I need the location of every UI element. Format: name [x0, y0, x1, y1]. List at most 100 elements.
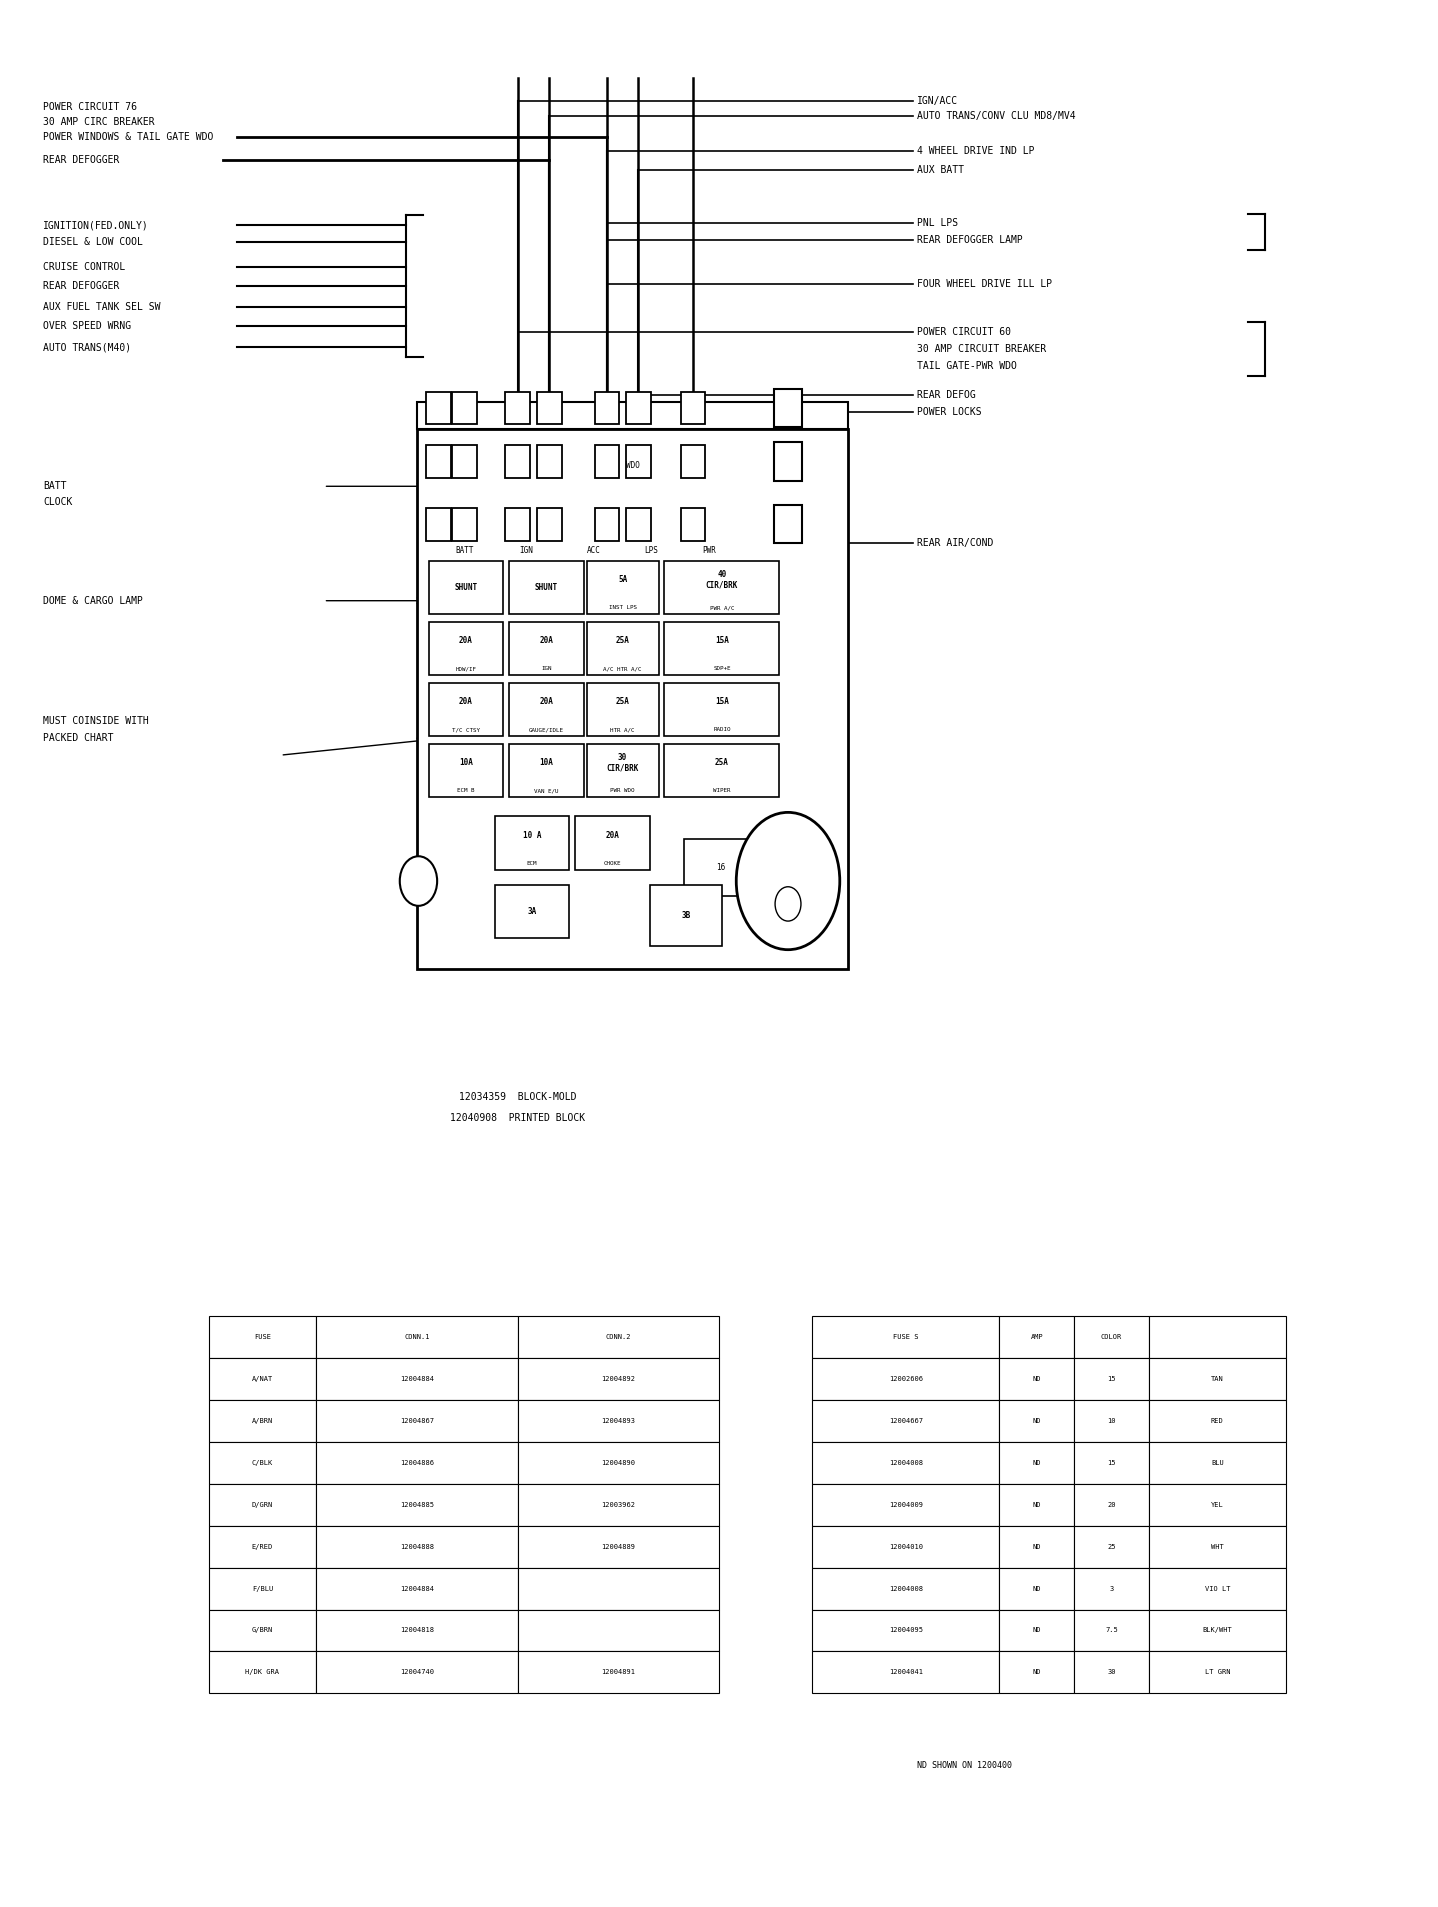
Bar: [774, 389, 802, 427]
Bar: [999, 1316, 1074, 1358]
Bar: [209, 1610, 316, 1651]
Bar: [426, 507, 452, 542]
Text: 15A: 15A: [715, 698, 729, 706]
Text: 3B: 3B: [682, 912, 690, 919]
Bar: [812, 1610, 999, 1651]
Bar: [575, 816, 650, 870]
Bar: [417, 402, 848, 429]
Bar: [1074, 1442, 1149, 1484]
Bar: [812, 1484, 999, 1526]
Text: PWR: PWR: [702, 545, 716, 555]
Bar: [509, 561, 584, 614]
Text: ND: ND: [1032, 1459, 1041, 1466]
Bar: [506, 444, 529, 477]
Bar: [316, 1358, 518, 1400]
Bar: [999, 1484, 1074, 1526]
Bar: [812, 1358, 999, 1400]
Bar: [999, 1610, 1074, 1651]
Bar: [999, 1651, 1074, 1693]
Text: 10: 10: [1107, 1417, 1116, 1425]
Text: ECM B: ECM B: [457, 788, 475, 793]
Text: ND: ND: [1032, 1669, 1041, 1676]
Bar: [650, 885, 722, 946]
Text: REAR DEFOGGER: REAR DEFOGGER: [43, 154, 119, 166]
Text: FUSE S: FUSE S: [893, 1333, 919, 1341]
Text: 12004010: 12004010: [889, 1543, 923, 1550]
Bar: [209, 1316, 316, 1358]
Bar: [684, 839, 756, 896]
Text: RED: RED: [1211, 1417, 1224, 1425]
Bar: [518, 1526, 719, 1568]
Bar: [1074, 1568, 1149, 1610]
Bar: [594, 391, 618, 423]
Text: A/C HTR A/C: A/C HTR A/C: [604, 666, 641, 671]
Text: POWER CIRCUIT 60: POWER CIRCUIT 60: [917, 326, 1011, 338]
Text: H/DK GRA: H/DK GRA: [246, 1669, 279, 1676]
Bar: [664, 744, 779, 797]
Text: 20: 20: [1107, 1501, 1116, 1508]
Bar: [316, 1400, 518, 1442]
Text: T/C CTSY: T/C CTSY: [452, 727, 480, 732]
Bar: [316, 1651, 518, 1693]
Text: ND: ND: [1032, 1543, 1041, 1550]
Text: LT GRN: LT GRN: [1205, 1669, 1229, 1676]
Text: 30 AMP CIRCUIT BREAKER: 30 AMP CIRCUIT BREAKER: [917, 343, 1047, 355]
Text: COLOR: COLOR: [1102, 1333, 1122, 1341]
Text: 25A: 25A: [715, 759, 729, 767]
Bar: [426, 444, 452, 477]
Text: ND: ND: [1032, 1627, 1041, 1634]
Text: 12004892: 12004892: [601, 1375, 636, 1383]
Bar: [518, 1400, 719, 1442]
Text: 25: 25: [1107, 1543, 1116, 1550]
Text: 30: 30: [1107, 1669, 1116, 1676]
Bar: [812, 1526, 999, 1568]
Text: POWER CIRCUIT 76: POWER CIRCUIT 76: [43, 101, 137, 113]
Text: 10A: 10A: [539, 759, 554, 767]
Text: 20A: 20A: [605, 831, 620, 839]
Text: BLU: BLU: [1211, 1459, 1224, 1466]
Text: BATT: BATT: [456, 545, 473, 555]
Text: OVER SPEED WRNG: OVER SPEED WRNG: [43, 320, 131, 332]
Text: G/BRN: G/BRN: [252, 1627, 273, 1634]
Bar: [627, 444, 650, 477]
Text: REAR DEFOG: REAR DEFOG: [917, 389, 976, 400]
Text: AUX FUEL TANK SEL SW: AUX FUEL TANK SEL SW: [43, 301, 161, 313]
Text: REAR AIR/COND: REAR AIR/COND: [917, 538, 994, 549]
Text: 10A: 10A: [459, 759, 473, 767]
Text: TAN: TAN: [1211, 1375, 1224, 1383]
Text: POWER WINDOWS & TAIL GATE WDO: POWER WINDOWS & TAIL GATE WDO: [43, 132, 213, 143]
Text: 15A: 15A: [715, 637, 729, 645]
Text: 4 WHEEL DRIVE IND LP: 4 WHEEL DRIVE IND LP: [917, 145, 1035, 156]
Text: 20A: 20A: [539, 637, 554, 645]
Bar: [426, 391, 452, 423]
Text: BATT: BATT: [43, 481, 66, 492]
Bar: [429, 744, 503, 797]
Text: 12004890: 12004890: [601, 1459, 636, 1466]
Text: WHT: WHT: [1211, 1543, 1224, 1550]
Text: 12040908  PRINTED BLOCK: 12040908 PRINTED BLOCK: [450, 1112, 585, 1123]
Text: F/BLU: F/BLU: [252, 1585, 273, 1592]
Text: 15: 15: [1107, 1375, 1116, 1383]
Bar: [209, 1651, 316, 1693]
Text: 3: 3: [1110, 1585, 1113, 1592]
Text: IGN/ACC: IGN/ACC: [917, 95, 959, 107]
Text: 20A: 20A: [459, 698, 473, 706]
Bar: [316, 1568, 518, 1610]
Bar: [429, 622, 503, 675]
Text: 12004667: 12004667: [889, 1417, 923, 1425]
Bar: [812, 1651, 999, 1693]
Text: PWR A/C: PWR A/C: [709, 605, 735, 610]
Text: ND: ND: [1032, 1501, 1041, 1508]
Text: WDO: WDO: [626, 461, 640, 469]
Text: DIESEL & LOW COOL: DIESEL & LOW COOL: [43, 236, 142, 248]
Bar: [316, 1610, 518, 1651]
Text: BLK/WHT: BLK/WHT: [1202, 1627, 1232, 1634]
Bar: [664, 683, 779, 736]
Text: HTR A/C: HTR A/C: [610, 727, 636, 732]
Bar: [536, 444, 561, 477]
Text: 5A: 5A: [618, 576, 627, 584]
Bar: [536, 507, 561, 542]
Bar: [680, 391, 705, 423]
Bar: [429, 683, 503, 736]
Text: 12004884: 12004884: [400, 1585, 434, 1592]
